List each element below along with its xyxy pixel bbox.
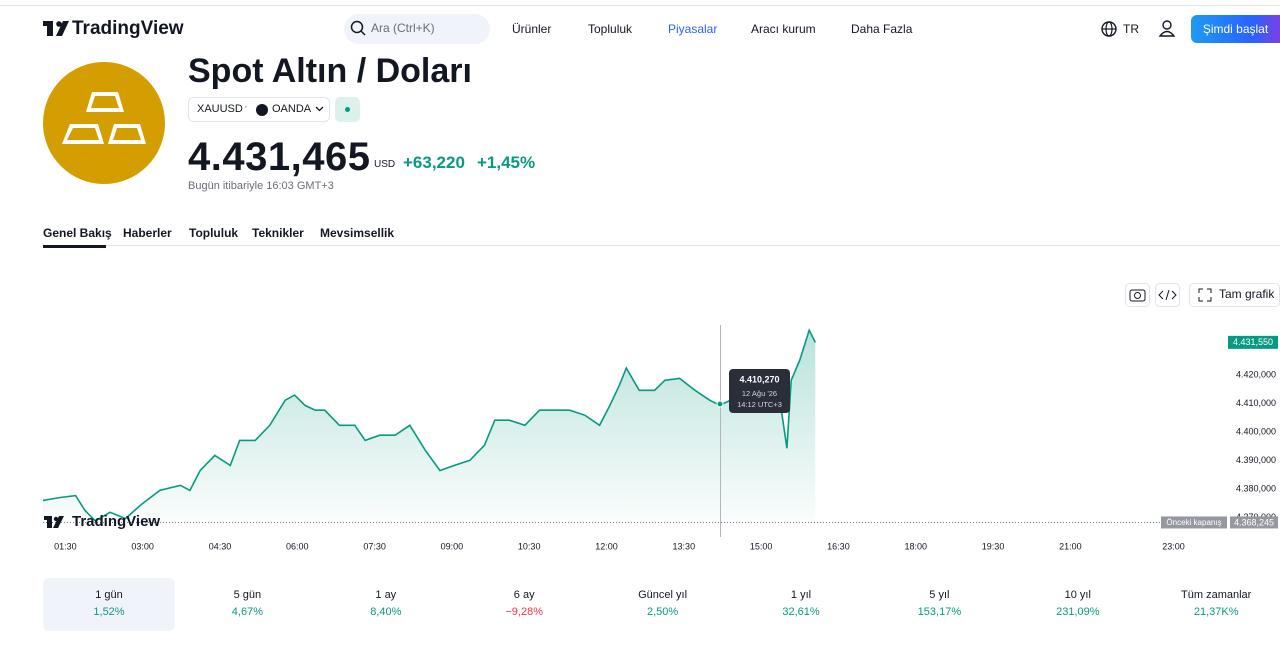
symbol-title: Spot Altın / Doları: [188, 52, 472, 90]
price-change: +63,220: [403, 153, 465, 172]
timestamp: Bugün itibariyle 16:03 GMT+3: [188, 180, 334, 192]
x-tick-label: 09:00: [441, 541, 464, 551]
price-line: [42, 328, 817, 522]
full-chart-label[interactable]: Tam grafik: [1219, 287, 1275, 301]
search-icon: [360, 30, 366, 36]
x-tick-label: 13:30: [673, 541, 696, 551]
tab[interactable]: Haberler: [123, 226, 172, 240]
period-value[interactable]: 1,52%: [93, 606, 125, 618]
previous-close-name: Önceki kapanış: [1166, 518, 1221, 527]
tooltip-time: 14:12 UTC+3: [737, 400, 782, 409]
x-tick-label: 07:30: [363, 541, 386, 551]
x-tick-label: 01:30: [54, 541, 77, 551]
watermark-logo: [44, 516, 64, 528]
logo-text[interactable]: TradingView: [72, 18, 184, 39]
camera-icon: [1129, 289, 1146, 302]
period-value[interactable]: −9,28%: [505, 606, 543, 618]
symbol-icon: [43, 62, 165, 184]
tooltip-price: 4.410,270: [739, 374, 779, 384]
x-tick-label: 19:30: [982, 541, 1005, 551]
area-fill: [43, 330, 816, 522]
tab[interactable]: Mevsimsellik: [320, 226, 395, 240]
search-placeholder[interactable]: Ara (Ctrl+K): [371, 21, 435, 35]
y-tick-label: 4.410,000: [1236, 398, 1276, 408]
tooltip: [729, 369, 790, 413]
tab-indicator: [43, 245, 106, 248]
period-value[interactable]: 153,17%: [917, 606, 962, 618]
nav-item[interactable]: Ürünler: [512, 22, 552, 36]
period-value[interactable]: 21,37K%: [1193, 606, 1239, 618]
period-label[interactable]: 5 gün: [233, 589, 262, 601]
status-dot: [345, 107, 350, 112]
last-price-label: 4.431,550: [1233, 337, 1273, 347]
y-tick-label: 4.420,000: [1236, 370, 1276, 380]
tab[interactable]: Genel Bakış: [43, 226, 112, 240]
previous-close-value-tag: [1230, 516, 1278, 529]
search-icon: [350, 20, 364, 34]
x-tick-label: 06:00: [286, 541, 309, 551]
chevron: [315, 106, 324, 112]
search-box[interactable]: [344, 14, 490, 44]
user-icon[interactable]: [1162, 20, 1172, 30]
y-tick-label: 4.400,000: [1236, 426, 1276, 436]
period-label[interactable]: 1 gün: [95, 589, 123, 601]
snapshot-button[interactable]: [1125, 283, 1150, 307]
ticker[interactable]: XAUUSD: [197, 103, 243, 115]
period-label[interactable]: 1 ay: [375, 589, 397, 601]
price-change-percent: +1,45%: [477, 153, 536, 172]
period-label[interactable]: 5 yıl: [929, 589, 950, 601]
x-tick-label: 16:30: [827, 541, 850, 551]
period-selected-bg: [43, 578, 175, 631]
period-value[interactable]: 231,09%: [1056, 606, 1100, 618]
previous-close-tag: [1161, 516, 1227, 529]
x-tick-label: 15:00: [750, 541, 773, 551]
crosshair-dot: [716, 400, 724, 408]
period-value[interactable]: 8,40%: [370, 606, 402, 618]
nav-item[interactable]: Daha Fazla: [851, 22, 913, 36]
tab[interactable]: Topluluk: [189, 226, 239, 240]
x-tick-label: 10:30: [518, 541, 541, 551]
last-price-tag: [1228, 335, 1278, 349]
x-tick-label: 04:30: [209, 541, 232, 551]
period-value[interactable]: 32,61%: [782, 606, 820, 618]
period-label[interactable]: 10 yıl: [1064, 589, 1091, 601]
nav-item[interactable]: Piyasalar: [668, 22, 718, 36]
language[interactable]: TR: [1123, 22, 1139, 36]
period-value[interactable]: 4,67%: [231, 606, 263, 618]
logo-mark: [43, 21, 69, 36]
watermark-logo-part: [53, 516, 64, 528]
exchange-icon: [256, 104, 268, 116]
watermark: TradingView: [72, 513, 160, 530]
tooltip-date: 12 Ağu '26: [742, 389, 777, 398]
top-border: [0, 5, 1280, 6]
embed-icon: [1158, 289, 1177, 301]
user-icon: [1158, 30, 1176, 37]
period-label[interactable]: 1 yıl: [790, 589, 812, 601]
cta-button[interactable]: Şimdi başlat: [1191, 15, 1280, 43]
x-tick-label: 03:00: [131, 541, 154, 551]
period-label[interactable]: 6 ay: [513, 589, 535, 601]
nav-item[interactable]: Topluluk: [588, 22, 633, 36]
price: 4.431,465: [188, 135, 371, 179]
currency: USD: [374, 159, 396, 170]
camera-icon: [1134, 292, 1141, 299]
period-label[interactable]: Güncel yıl: [638, 589, 688, 601]
x-tick-label: 12:00: [595, 541, 618, 551]
separator: ·: [244, 101, 248, 113]
x-tick-label: 18:00: [904, 541, 927, 551]
tab[interactable]: Teknikler: [252, 226, 304, 240]
nav-item[interactable]: Aracı kurum: [751, 22, 816, 36]
period-label[interactable]: Tüm zamanlar: [1181, 589, 1252, 601]
fullscreen-icon: [1198, 288, 1212, 302]
period-value[interactable]: 2,50%: [646, 606, 679, 618]
previous-close-value: 4.368,245: [1234, 517, 1274, 527]
y-tick-label: 4.390,000: [1236, 455, 1276, 465]
exchange[interactable]: OANDA: [272, 103, 312, 115]
watermark-logo-part: [47, 516, 52, 528]
x-tick-label: 21:00: [1059, 541, 1082, 551]
x-tick-label: 23:00: [1162, 541, 1185, 551]
y-tick-label: 4.380,000: [1236, 483, 1276, 493]
